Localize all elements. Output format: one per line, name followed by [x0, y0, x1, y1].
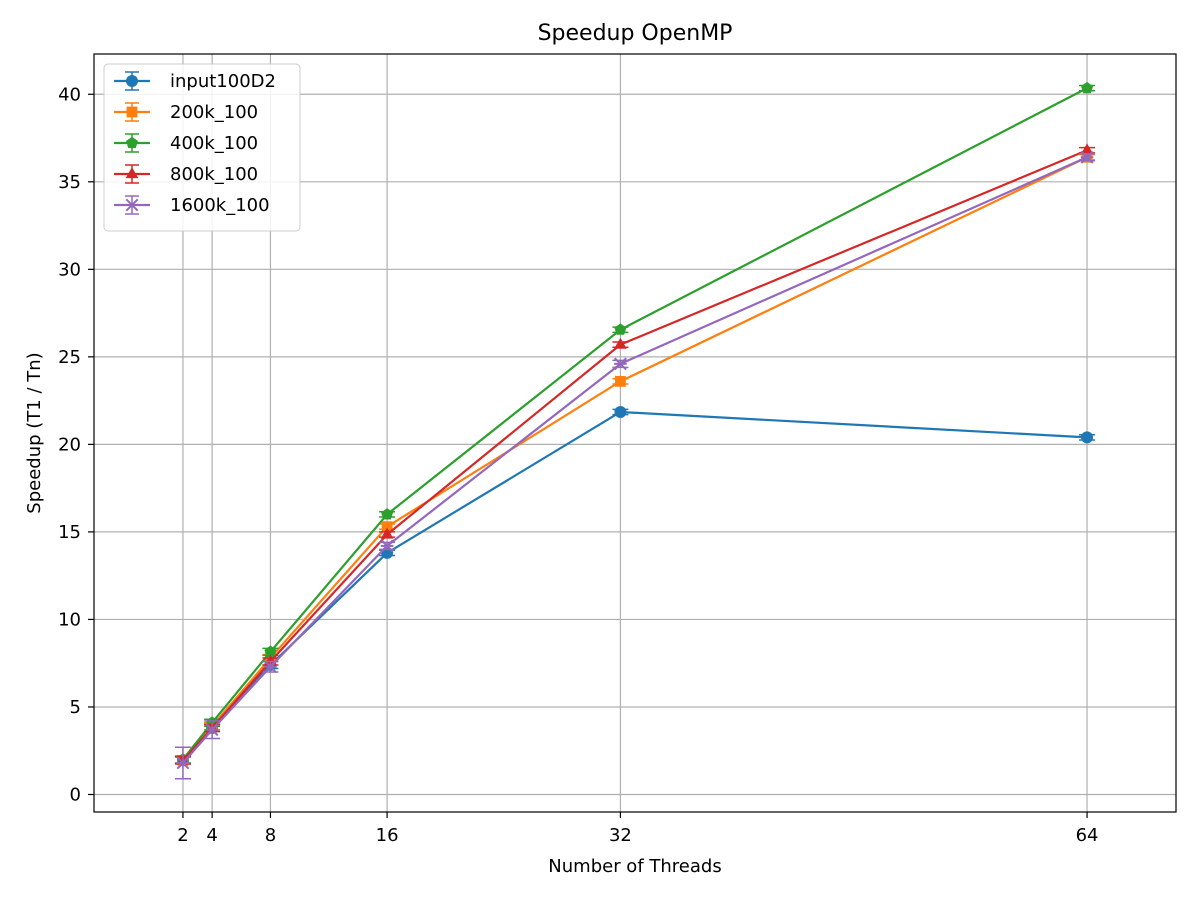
legend-label: 1600k_100 [170, 195, 270, 216]
data-point [264, 645, 277, 657]
y-tick-label: 5 [70, 697, 81, 718]
legend-label: input100D2 [170, 71, 276, 92]
legend-marker [125, 198, 139, 212]
data-point [381, 508, 394, 520]
data-point [264, 660, 277, 674]
y-tick-label: 10 [58, 609, 81, 630]
y-tick-label: 35 [58, 172, 81, 193]
data-point [1080, 150, 1094, 164]
data-point [614, 323, 627, 335]
legend-item: 200k_100 [114, 102, 258, 123]
data-point [1081, 431, 1094, 444]
x-axis-label: Number of Threads [548, 856, 721, 877]
x-tick-label: 32 [609, 825, 632, 846]
x-tick-label: 64 [1076, 825, 1099, 846]
legend-marker [126, 106, 138, 118]
data-point [1080, 143, 1094, 155]
y-tick-label: 0 [70, 784, 81, 805]
legend-marker [126, 75, 138, 87]
data-point [614, 405, 627, 418]
legend-label: 800k_100 [170, 164, 258, 185]
data-point [380, 527, 394, 539]
x-tick-label: 2 [177, 825, 188, 846]
y-axis-label: Speedup (T1 / Tn) [24, 352, 45, 513]
legend-item: 1600k_100 [114, 195, 270, 216]
y-tick-label: 30 [58, 259, 81, 280]
data-point [615, 375, 626, 387]
x-tick-label: 16 [376, 825, 399, 846]
legend-marker [126, 136, 138, 149]
legend: input100D2 200k_100 400k_100 800k_100 1600k_… [103, 63, 301, 232]
x-tick-label: 8 [265, 825, 276, 846]
legend-box [103, 63, 301, 232]
series-1600k_100 [174, 150, 1096, 780]
y-axis: 0 5 10 15 20 25 30 35 40 [58, 84, 94, 805]
data-point [381, 521, 393, 533]
legend-item: 400k_100 [114, 133, 258, 154]
data-point [205, 723, 219, 737]
series-layer [174, 81, 1096, 780]
y-tick-label: 20 [58, 434, 81, 455]
legend-marker [125, 167, 139, 179]
y-tick-label: 40 [58, 84, 81, 105]
data-point [380, 539, 394, 553]
x-tick-label: 4 [206, 825, 217, 846]
legend-item: 800k_100 [114, 164, 258, 185]
data-point [614, 337, 627, 349]
legend-item: input100D2 [114, 71, 276, 92]
legend-label: 400k_100 [170, 133, 258, 154]
data-point [1081, 81, 1094, 94]
data-point [614, 357, 627, 371]
y-tick-label: 25 [58, 347, 81, 368]
chart-title: Speedup OpenMP [538, 21, 733, 46]
plot-frame [93, 53, 1177, 813]
y-tick-label: 15 [58, 522, 81, 543]
legend-label: 200k_100 [170, 102, 258, 123]
x-axis: 2 4 8 16 32 64 [177, 812, 1099, 846]
data-point [176, 756, 190, 770]
